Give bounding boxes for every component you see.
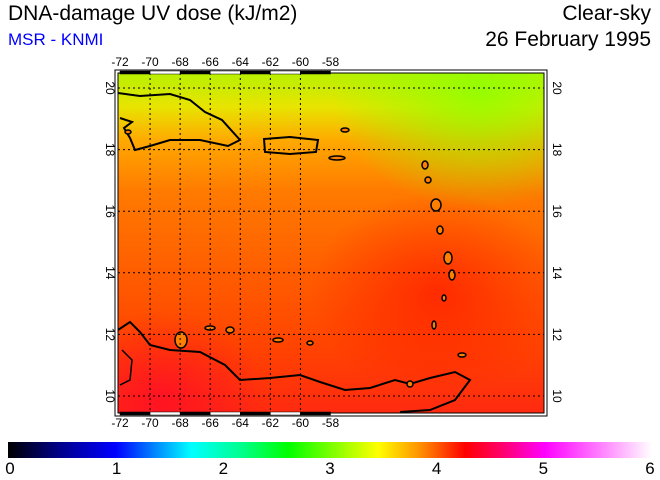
lat-tick-label-left: 18 [103, 143, 117, 157]
frame-bar-segment [149, 70, 181, 75]
frame-bar-segment [119, 411, 151, 416]
date-label: 26 February 1995 [485, 28, 651, 51]
sky-condition: Clear-sky [562, 2, 651, 25]
frame-bar-segment [179, 70, 211, 75]
colorbar-tick-label: 3 [325, 459, 335, 478]
frame-bar-segment [300, 411, 331, 416]
lat-tick-label-right: 12 [550, 328, 564, 342]
lon-tick-label-bottom: -60 [292, 416, 310, 430]
lon-tick-label-bottom: -62 [262, 416, 280, 430]
frame-bar-segment [300, 70, 331, 75]
colorbar-tick-label: 4 [431, 459, 442, 478]
lon-tick-label-bottom: -64 [232, 416, 250, 430]
source-label: MSR - KNMI [8, 30, 104, 49]
frame-bar-segment [270, 411, 301, 416]
islands [124, 127, 467, 388]
frame-bar-segment [240, 411, 271, 416]
lon-tick-label-bottom: -68 [171, 416, 189, 430]
map-frame [117, 72, 545, 414]
lon-tick-label-bottom: -66 [202, 416, 220, 430]
lon-tick-label-top: -58 [322, 55, 340, 69]
lon-tick-label-top: -60 [292, 55, 310, 69]
graticule [118, 73, 544, 413]
lon-tick-label-top: -62 [262, 55, 280, 69]
uv-dose-map: -72-72-70-70-68-68-66-66-64-64-62-62-60-… [103, 55, 564, 430]
lake-maracaibo [119, 349, 133, 386]
frame-scale-bars [119, 70, 331, 416]
frame-bar-segment [209, 70, 241, 75]
lon-tick-label-top: -64 [232, 55, 250, 69]
lat-tick-label-left: 10 [103, 389, 117, 403]
colorbar-tick-label: 0 [5, 459, 15, 478]
lat-tick-label-left: 12 [103, 328, 117, 342]
frame-bar-segment [240, 70, 271, 75]
lat-tick-label-right: 16 [550, 205, 564, 219]
lat-tick-label-right: 14 [550, 266, 564, 280]
colorbar [8, 442, 652, 458]
south-america-coast [117, 320, 472, 413]
colorbar-tick-label: 5 [538, 459, 549, 478]
lon-tick-label-top: -72 [111, 55, 129, 69]
lat-tick-label-right: 10 [550, 389, 564, 403]
uv-field [118, 73, 544, 413]
colorbar-tick-label: 1 [111, 459, 122, 478]
lat-tick-label-left: 20 [103, 81, 117, 95]
colorbar-tick-label: 6 [645, 459, 655, 478]
colorbar-tick-label: 2 [218, 459, 229, 478]
lon-tick-label-top: -68 [171, 55, 189, 69]
frame-bar-segment [119, 70, 151, 75]
lon-tick-label-bottom: -58 [322, 416, 340, 430]
frame-bar-segment [149, 411, 181, 416]
lat-tick-label-left: 16 [103, 205, 117, 219]
puerto-rico-coast [262, 135, 320, 156]
map-title: DNA-damage UV dose (kJ/m2) [8, 2, 298, 25]
lon-tick-label-bottom: -70 [141, 416, 159, 430]
lon-tick-label-top: -70 [141, 55, 159, 69]
lon-tick-label-bottom: -72 [111, 416, 129, 430]
frame-bar-segment [270, 70, 301, 75]
lat-tick-label-left: 14 [103, 266, 117, 280]
lat-tick-label-right: 20 [550, 81, 564, 95]
lon-tick-label-top: -66 [202, 55, 220, 69]
lat-tick-label-right: 18 [550, 143, 564, 157]
frame-bar-segment [209, 411, 241, 416]
frame-bar-segment [179, 411, 211, 416]
